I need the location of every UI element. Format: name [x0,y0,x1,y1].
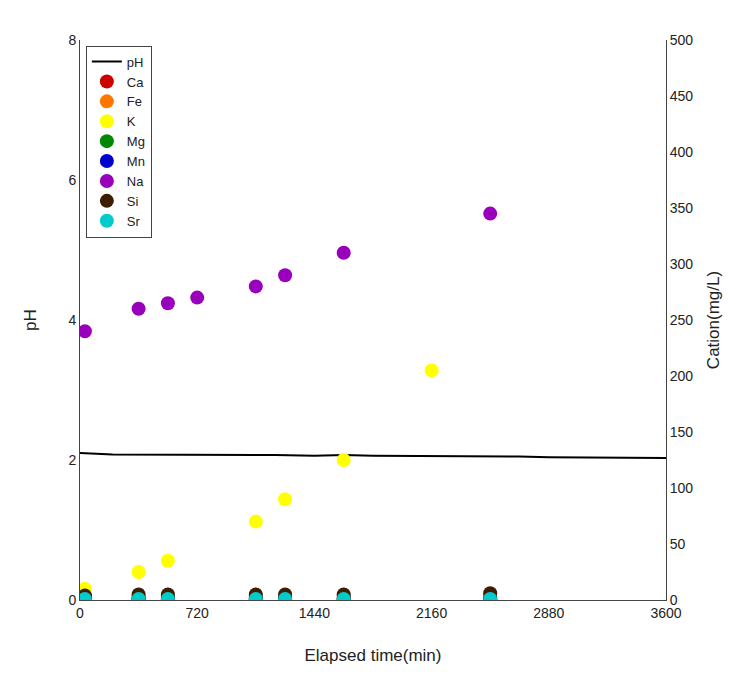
svg-text:0: 0 [76,605,84,621]
svg-text:Na: Na [127,174,144,189]
svg-text:500: 500 [670,32,694,48]
svg-text:2: 2 [68,452,76,468]
svg-text:Ca: Ca [127,75,144,90]
svg-text:2160: 2160 [416,605,447,621]
svg-text:Sr: Sr [127,214,141,229]
svg-text:200: 200 [670,368,694,384]
svg-text:6: 6 [68,172,76,188]
svg-text:Cation(mg/L): Cation(mg/L) [704,271,723,369]
svg-text:0: 0 [670,592,678,608]
svg-text:300: 300 [670,256,694,272]
svg-text:250: 250 [670,312,694,328]
svg-text:350: 350 [670,200,694,216]
svg-text:720: 720 [186,605,210,621]
svg-text:Elapsed time(min): Elapsed time(min) [305,646,442,665]
svg-text:K: K [127,114,136,129]
svg-text:100: 100 [670,480,694,496]
svg-text:2880: 2880 [533,605,564,621]
svg-text:pH: pH [21,309,40,331]
svg-text:Si: Si [127,194,139,209]
svg-text:pH: pH [127,55,144,70]
svg-text:4: 4 [68,312,76,328]
svg-text:450: 450 [670,88,694,104]
svg-text:Mn: Mn [127,154,145,169]
svg-text:Mg: Mg [127,134,145,149]
svg-text:150: 150 [670,424,694,440]
svg-text:Fe: Fe [127,94,142,109]
svg-text:8: 8 [68,32,76,48]
svg-text:400: 400 [670,144,694,160]
svg-text:50: 50 [670,536,686,552]
svg-text:0: 0 [68,592,76,608]
svg-text:3600: 3600 [650,605,681,621]
svg-text:1440: 1440 [299,605,330,621]
